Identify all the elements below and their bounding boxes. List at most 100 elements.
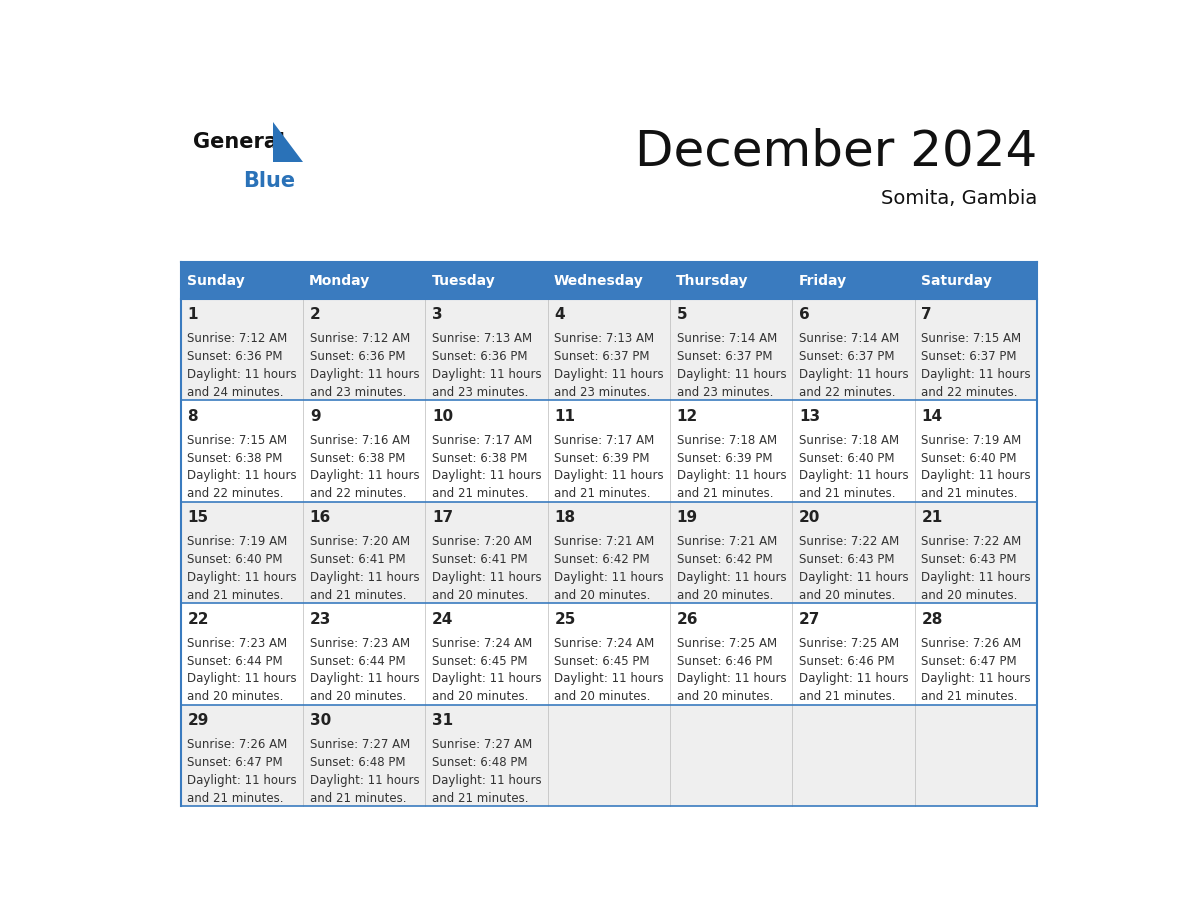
Bar [181, 705, 1037, 806]
Text: Sunrise: 7:20 AM: Sunrise: 7:20 AM [310, 535, 410, 548]
Text: 21: 21 [922, 510, 942, 525]
Text: Sunset: 6:46 PM: Sunset: 6:46 PM [677, 655, 772, 667]
Text: and 21 minutes.: and 21 minutes. [922, 487, 1018, 500]
Text: Sunrise: 7:25 AM: Sunrise: 7:25 AM [800, 637, 899, 650]
Text: Daylight: 11 hours: Daylight: 11 hours [922, 672, 1031, 686]
Text: 2: 2 [310, 307, 321, 322]
Text: Sunset: 6:45 PM: Sunset: 6:45 PM [555, 655, 650, 667]
Text: and 21 minutes.: and 21 minutes. [310, 791, 406, 805]
Text: Somita, Gambia: Somita, Gambia [880, 189, 1037, 208]
Text: 31: 31 [432, 713, 453, 728]
Text: Daylight: 11 hours: Daylight: 11 hours [310, 571, 419, 584]
Text: Daylight: 11 hours: Daylight: 11 hours [432, 469, 542, 483]
Text: Sunset: 6:37 PM: Sunset: 6:37 PM [555, 350, 650, 364]
Text: Sunrise: 7:27 AM: Sunrise: 7:27 AM [432, 738, 532, 752]
Text: 22: 22 [188, 611, 209, 626]
Text: Thursday: Thursday [676, 274, 748, 287]
Text: 9: 9 [310, 409, 321, 423]
Text: Daylight: 11 hours: Daylight: 11 hours [800, 571, 909, 584]
Text: Daylight: 11 hours: Daylight: 11 hours [555, 469, 664, 483]
Text: and 20 minutes.: and 20 minutes. [800, 588, 896, 601]
Text: and 24 minutes.: and 24 minutes. [188, 386, 284, 398]
Text: 5: 5 [677, 307, 688, 322]
Text: Sunset: 6:37 PM: Sunset: 6:37 PM [800, 350, 895, 364]
Text: and 20 minutes.: and 20 minutes. [188, 690, 284, 703]
Text: Sunset: 6:37 PM: Sunset: 6:37 PM [922, 350, 1017, 364]
Text: Daylight: 11 hours: Daylight: 11 hours [188, 469, 297, 483]
Text: Sunset: 6:48 PM: Sunset: 6:48 PM [310, 756, 405, 769]
Text: Blue: Blue [244, 171, 296, 191]
Text: Daylight: 11 hours: Daylight: 11 hours [677, 571, 786, 584]
Bar [181, 400, 1037, 502]
Text: 27: 27 [800, 611, 821, 626]
Text: Daylight: 11 hours: Daylight: 11 hours [188, 368, 297, 381]
Text: Sunrise: 7:14 AM: Sunrise: 7:14 AM [677, 332, 777, 345]
Text: Sunset: 6:40 PM: Sunset: 6:40 PM [800, 452, 895, 465]
Text: Daylight: 11 hours: Daylight: 11 hours [432, 368, 542, 381]
Text: and 20 minutes.: and 20 minutes. [555, 588, 651, 601]
Text: Sunrise: 7:16 AM: Sunrise: 7:16 AM [310, 434, 410, 447]
Text: Sunset: 6:41 PM: Sunset: 6:41 PM [432, 554, 527, 566]
Text: Sunrise: 7:15 AM: Sunrise: 7:15 AM [922, 332, 1022, 345]
Text: 10: 10 [432, 409, 453, 423]
Text: Daylight: 11 hours: Daylight: 11 hours [555, 672, 664, 686]
Text: Sunset: 6:43 PM: Sunset: 6:43 PM [922, 554, 1017, 566]
Text: and 21 minutes.: and 21 minutes. [432, 487, 529, 500]
Bar [181, 502, 1037, 603]
Text: 28: 28 [922, 611, 943, 626]
Text: 8: 8 [188, 409, 198, 423]
Text: 24: 24 [432, 611, 454, 626]
Text: Sunrise: 7:24 AM: Sunrise: 7:24 AM [432, 637, 532, 650]
Text: Sunrise: 7:22 AM: Sunrise: 7:22 AM [922, 535, 1022, 548]
Text: 30: 30 [310, 713, 331, 728]
Text: and 21 minutes.: and 21 minutes. [188, 791, 284, 805]
Text: 14: 14 [922, 409, 942, 423]
Text: 12: 12 [677, 409, 699, 423]
Text: Sunset: 6:44 PM: Sunset: 6:44 PM [310, 655, 405, 667]
Text: Daylight: 11 hours: Daylight: 11 hours [677, 368, 786, 381]
Text: General: General [192, 132, 285, 152]
Text: Sunrise: 7:24 AM: Sunrise: 7:24 AM [555, 637, 655, 650]
Text: Sunrise: 7:21 AM: Sunrise: 7:21 AM [677, 535, 777, 548]
Text: and 23 minutes.: and 23 minutes. [677, 386, 773, 398]
Text: 13: 13 [800, 409, 820, 423]
Text: Wednesday: Wednesday [554, 274, 644, 287]
Bar [181, 263, 1037, 299]
Text: Sunrise: 7:27 AM: Sunrise: 7:27 AM [310, 738, 410, 752]
Text: Daylight: 11 hours: Daylight: 11 hours [555, 368, 664, 381]
Text: and 22 minutes.: and 22 minutes. [800, 386, 896, 398]
Text: Sunrise: 7:15 AM: Sunrise: 7:15 AM [188, 434, 287, 447]
Text: Sunset: 6:47 PM: Sunset: 6:47 PM [922, 655, 1017, 667]
Text: Sunday: Sunday [187, 274, 245, 287]
Text: and 22 minutes.: and 22 minutes. [922, 386, 1018, 398]
Text: Sunrise: 7:26 AM: Sunrise: 7:26 AM [188, 738, 287, 752]
Text: and 20 minutes.: and 20 minutes. [922, 588, 1018, 601]
Text: 3: 3 [432, 307, 443, 322]
Text: Sunset: 6:44 PM: Sunset: 6:44 PM [188, 655, 283, 667]
Text: Sunrise: 7:12 AM: Sunrise: 7:12 AM [188, 332, 287, 345]
Text: 26: 26 [677, 611, 699, 626]
Text: Sunset: 6:42 PM: Sunset: 6:42 PM [555, 554, 650, 566]
Text: and 20 minutes.: and 20 minutes. [432, 588, 529, 601]
Text: Sunrise: 7:17 AM: Sunrise: 7:17 AM [555, 434, 655, 447]
Text: Daylight: 11 hours: Daylight: 11 hours [555, 571, 664, 584]
Text: 19: 19 [677, 510, 697, 525]
Text: Daylight: 11 hours: Daylight: 11 hours [432, 774, 542, 787]
Text: Daylight: 11 hours: Daylight: 11 hours [677, 469, 786, 483]
Text: Sunrise: 7:21 AM: Sunrise: 7:21 AM [555, 535, 655, 548]
Text: Daylight: 11 hours: Daylight: 11 hours [432, 571, 542, 584]
Text: 23: 23 [310, 611, 331, 626]
Text: Sunrise: 7:17 AM: Sunrise: 7:17 AM [432, 434, 532, 447]
Text: Daylight: 11 hours: Daylight: 11 hours [677, 672, 786, 686]
Text: and 21 minutes.: and 21 minutes. [432, 791, 529, 805]
Text: Sunset: 6:37 PM: Sunset: 6:37 PM [677, 350, 772, 364]
Text: Daylight: 11 hours: Daylight: 11 hours [310, 774, 419, 787]
Text: and 23 minutes.: and 23 minutes. [432, 386, 529, 398]
Text: Daylight: 11 hours: Daylight: 11 hours [922, 571, 1031, 584]
Text: 16: 16 [310, 510, 331, 525]
Text: Sunset: 6:38 PM: Sunset: 6:38 PM [188, 452, 283, 465]
Text: 6: 6 [800, 307, 810, 322]
Text: Sunrise: 7:12 AM: Sunrise: 7:12 AM [310, 332, 410, 345]
Text: Sunrise: 7:18 AM: Sunrise: 7:18 AM [677, 434, 777, 447]
Text: and 20 minutes.: and 20 minutes. [310, 690, 406, 703]
